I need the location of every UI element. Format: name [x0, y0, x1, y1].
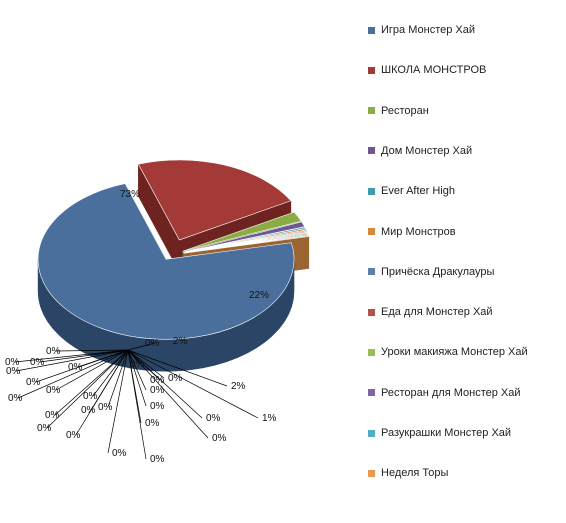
leader-line — [127, 349, 209, 439]
legend-swatch — [368, 469, 375, 477]
leader-line — [14, 349, 129, 363]
legend-item: Игра Монстер Хай — [368, 22, 475, 38]
slice-label: 0% — [46, 385, 61, 396]
slice-label: 0% — [30, 357, 45, 368]
slice-labels: 73%22%2%2%1%0%0%0%0%0%0%0%0%0%0% 0% 0%0%0%… — [5, 189, 277, 465]
legend-label: Дом Монстер Хай — [381, 144, 473, 157]
legend-item: Ever After High — [368, 183, 455, 199]
slice-label: 0% — [150, 385, 165, 396]
legend-label: Неделя Торы — [381, 467, 449, 480]
legend-swatch — [368, 389, 375, 397]
slice-label: 0% — [112, 448, 127, 459]
leader-line — [17, 349, 129, 399]
leader-line — [39, 349, 129, 363]
slice-label: 0% — [145, 338, 160, 349]
legend-swatch — [368, 348, 375, 356]
legend-item: Еда для Монстер Хай — [368, 304, 493, 320]
slice-label: 0% — [212, 433, 227, 444]
leader-line — [127, 349, 259, 419]
leader-line — [127, 349, 147, 391]
pie-slice-12 — [183, 235, 310, 254]
leader-line — [107, 349, 129, 454]
legend-swatch — [368, 429, 375, 437]
legend-item: Ресторан для Монстер Хай — [368, 385, 521, 401]
legend-swatch — [368, 228, 375, 235]
legend-label: Уроки макияжа Монстер Хай — [381, 346, 528, 359]
leader-line — [35, 349, 129, 383]
legend-label: Мир Монстров — [381, 225, 456, 238]
slice-label: 0% — [46, 346, 61, 357]
leader-line — [127, 349, 147, 407]
legend-swatch — [368, 66, 375, 74]
leader-line — [15, 349, 129, 372]
legend-swatch — [368, 107, 375, 115]
legend-label: ШКОЛА МОНСТРОВ — [381, 64, 487, 77]
slice-label: 0% — [150, 454, 165, 465]
legend-label: Разукрашки Монстер Хай — [381, 427, 512, 439]
slice-label: 0% — [150, 401, 165, 412]
leader-line — [55, 349, 129, 391]
slice-label: 0% — [37, 423, 52, 434]
slice-label: 73% — [120, 189, 140, 200]
legend-label: Игра Монстер Хай — [381, 24, 475, 36]
slice-label: 0% — [206, 413, 221, 424]
legend-label: Ресторан — [381, 104, 429, 117]
legend-swatch — [368, 308, 375, 316]
slice-label: 0% — [145, 418, 160, 429]
legend-label: Еда для Монстер Хай — [381, 306, 493, 319]
legend-item: Неделя Торы — [368, 465, 448, 481]
pie-slice-1 — [37, 183, 295, 340]
slice-label: 0% — [6, 366, 21, 377]
leader-line — [46, 349, 129, 429]
slice-label: 0% — [130, 359, 145, 370]
leader-lines — [14, 342, 259, 460]
slice-label: 0% — [81, 405, 96, 416]
legend-item: Дом Монстер Хай — [368, 143, 472, 159]
slice-label: 0% — [66, 430, 81, 441]
leader-line — [54, 349, 129, 416]
leader-line — [127, 342, 156, 351]
leader-line — [55, 349, 129, 352]
legend-swatch — [368, 26, 375, 34]
slice-label: 0% — [8, 393, 23, 404]
legend-swatch — [368, 268, 375, 276]
legend-swatch — [368, 147, 375, 155]
slice-label: 0% — [68, 362, 83, 373]
slice-label: 2% — [173, 336, 188, 347]
slice-label: 22% — [249, 290, 269, 301]
pie-tops — [37, 159, 310, 340]
slice-label: 0% — [98, 402, 113, 413]
legend-item: Мир Монстров — [368, 224, 456, 240]
slice-label: 0% — [83, 391, 98, 402]
leader-line — [107, 349, 129, 408]
leader-line — [127, 349, 161, 381]
slice-label: 0% — [45, 410, 60, 421]
legend-item: Причёска Дракулауры — [368, 264, 494, 280]
slice-label: 0% — [26, 377, 41, 388]
leader-line — [127, 349, 165, 379]
slice-label: 0% — [168, 373, 183, 384]
pie-slice-4 — [183, 221, 305, 253]
legend-label: Ever After High — [381, 185, 455, 198]
legend-item: Разукрашки Монстер Хай — [368, 425, 511, 441]
legend-item: ШКОЛА МОНСТРОВ — [368, 62, 486, 78]
legend-swatch — [368, 187, 375, 195]
slice-label: 0% — [5, 357, 20, 368]
slice-label: 2% — [231, 381, 246, 392]
pie-slice-3 — [182, 211, 302, 252]
legend-item: Уроки макияжа Монстер Хай — [368, 344, 528, 360]
leader-line — [127, 349, 228, 387]
leader-line — [75, 349, 129, 436]
slice-label: 0% — [150, 375, 165, 386]
legend-label: Ресторан для Монстер Хай — [381, 386, 521, 399]
legend-label: Причёска Дракулауры — [381, 265, 495, 278]
leader-line — [92, 349, 129, 397]
slice-label: 1% — [262, 413, 277, 424]
pie-slice-2 — [137, 159, 292, 241]
leader-line — [127, 349, 147, 460]
legend-item: Ресторан — [368, 103, 429, 119]
